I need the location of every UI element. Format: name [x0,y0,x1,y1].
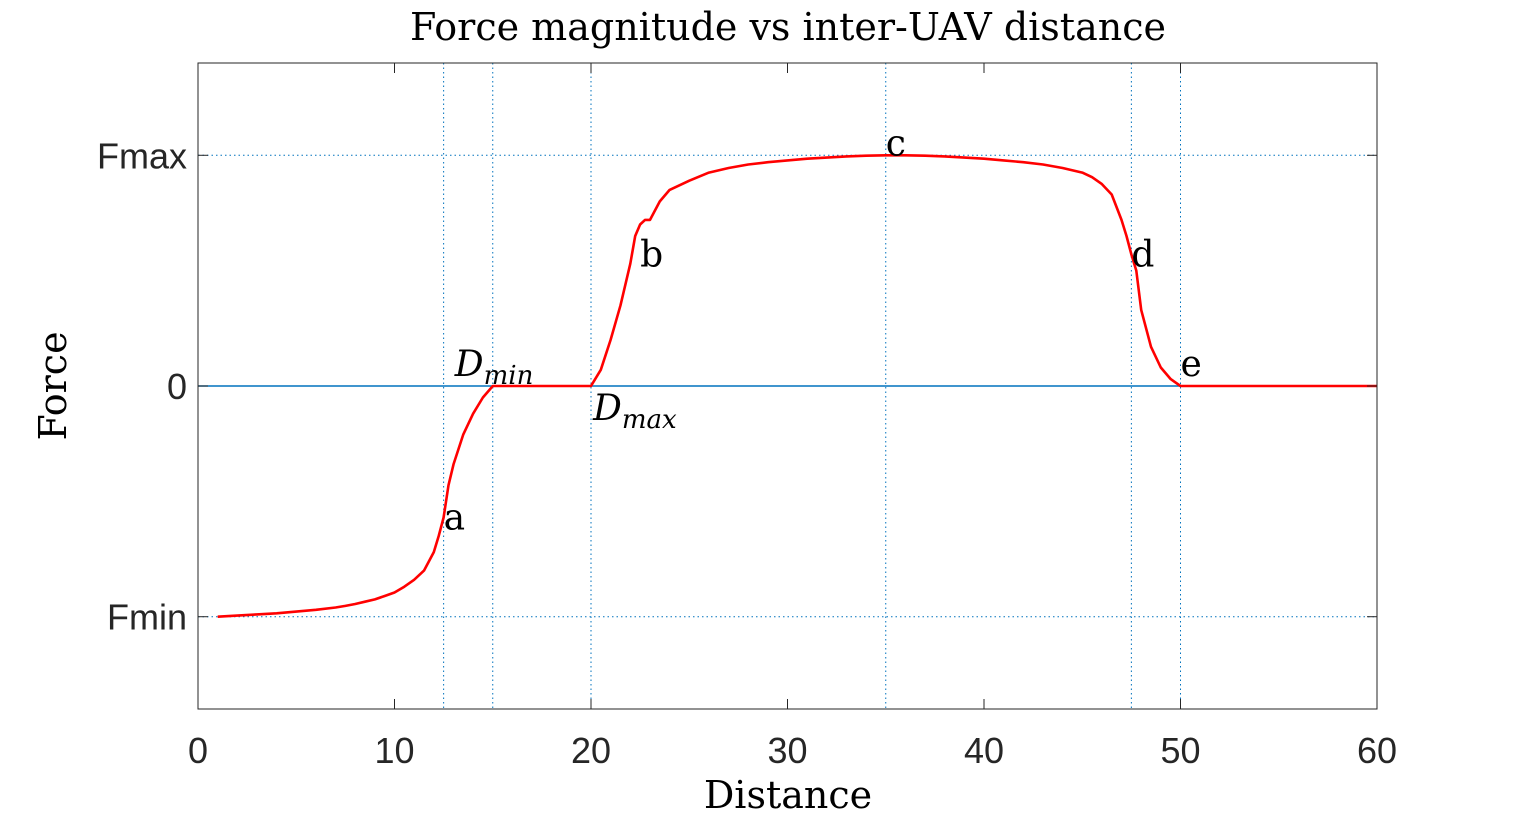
annotation-main-text: D [592,388,622,429]
annotation-label: b [640,234,663,275]
x-tick-label: 0 [188,730,208,771]
reference-lines [198,63,1377,709]
annotation-label: Dmin [454,344,534,391]
annotation-label: d [1131,234,1154,275]
annotation-subscript: max [622,405,677,435]
annotation-main-text: D [454,344,484,385]
annotation-label: Dmax [592,388,677,435]
annotation-label: e [1181,344,1202,385]
x-tick-label: 30 [767,730,807,771]
y-axis-label: Force [31,331,75,440]
annotation-label: c [886,123,906,164]
x-tick-label: 50 [1160,730,1200,771]
y-tick-label: Fmax [97,135,187,176]
annotation-subscript: min [484,361,534,391]
ticks-group: 0 10 20 30 40 50 60 Fmin 0 Fmax [97,63,1397,771]
annotation-label: a [444,498,465,539]
y-tick-label: 0 [167,366,187,407]
force-curve-series-0 [217,154,1377,618]
x-axis-label: Distance [704,773,872,817]
chart-title: Force magnitude vs inter-UAV distance [410,5,1166,49]
x-tick-label: 20 [571,730,611,771]
x-tick-label: 60 [1357,730,1397,771]
series-group [217,154,1377,618]
y-tick-label: Fmin [107,597,187,638]
x-tick-label: 10 [374,730,414,771]
x-tick-label: 40 [964,730,1004,771]
